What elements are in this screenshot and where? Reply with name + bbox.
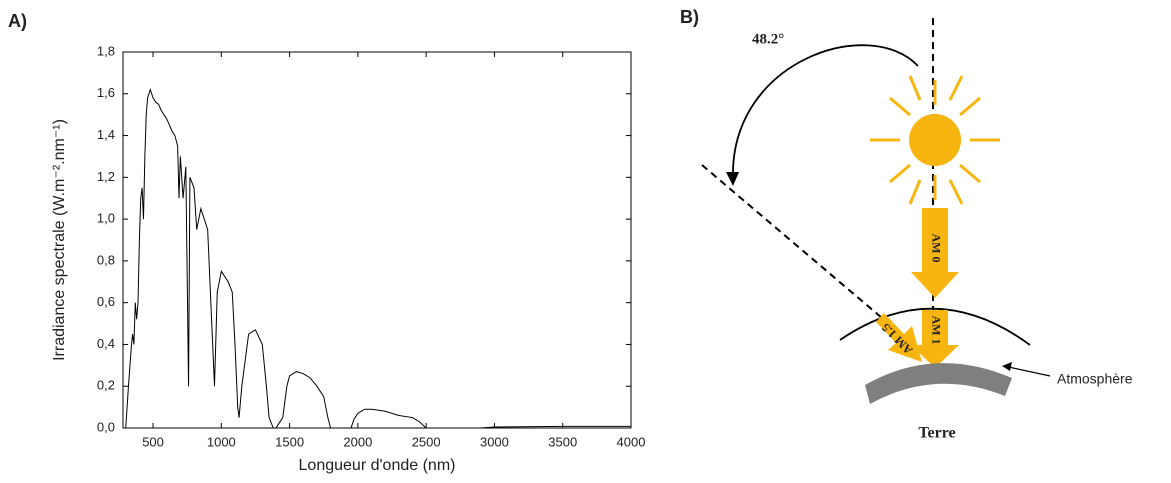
sun-rays [870,75,1000,205]
am1-label: AM 1 [929,316,943,345]
y-tick-label: 0,2 [97,378,115,393]
x-axis-label: Longueur d'onde (nm) [299,457,456,474]
x-tick-label: 3000 [480,434,509,449]
y-tick-label: 1,2 [97,169,115,184]
panel-label: B) [680,7,699,27]
y-axis-label: Irradiance spectrale (W.m⁻².nm⁻¹) [51,119,68,361]
y-tick-label: 0,4 [97,336,115,351]
sun-direction-line [701,164,883,319]
x-tick-label: 4000 [617,434,646,449]
earth-label: Terre [918,425,955,442]
earth-surface [865,363,1012,404]
y-tick-label: 0,8 [97,252,115,267]
plot-frame [122,51,632,429]
angle-arc [732,44,919,179]
y-tick-label: 1,4 [97,127,115,142]
y-tick-label: 1,0 [97,211,115,226]
x-tick-label: 3500 [548,434,577,449]
panel-label: A) [8,11,27,31]
x-tick-label: 2000 [343,434,372,449]
y-tick-label: 1,8 [97,43,115,58]
atmosphere-label: Atmosphère [1057,371,1133,387]
angle-label: 48.2° [752,31,784,47]
pointer [1003,365,1051,377]
y-tick-label: 1,6 [97,85,115,100]
atmosphere-arc [839,307,1031,346]
am15-arrow [876,313,922,362]
x-tick-label: 1000 [207,434,236,449]
sun [909,114,961,166]
arrow-head [726,172,739,186]
am0-label: AM 0 [929,234,943,263]
diagram: 48.2° AM 0 AM 1 AM 1.5 Atmosphère Terre [701,18,1133,442]
x-tick-label: 2500 [412,434,441,449]
spectrum-line [123,87,631,429]
am0-arrow [911,208,959,298]
pointer-head [1002,362,1012,371]
x-tick-label: 1500 [275,434,304,449]
y-tick-label: 0,6 [97,294,115,309]
x-tick-label: 500 [142,434,164,449]
y-tick-label: 0,0 [97,419,115,434]
am1-arrow [911,310,959,368]
